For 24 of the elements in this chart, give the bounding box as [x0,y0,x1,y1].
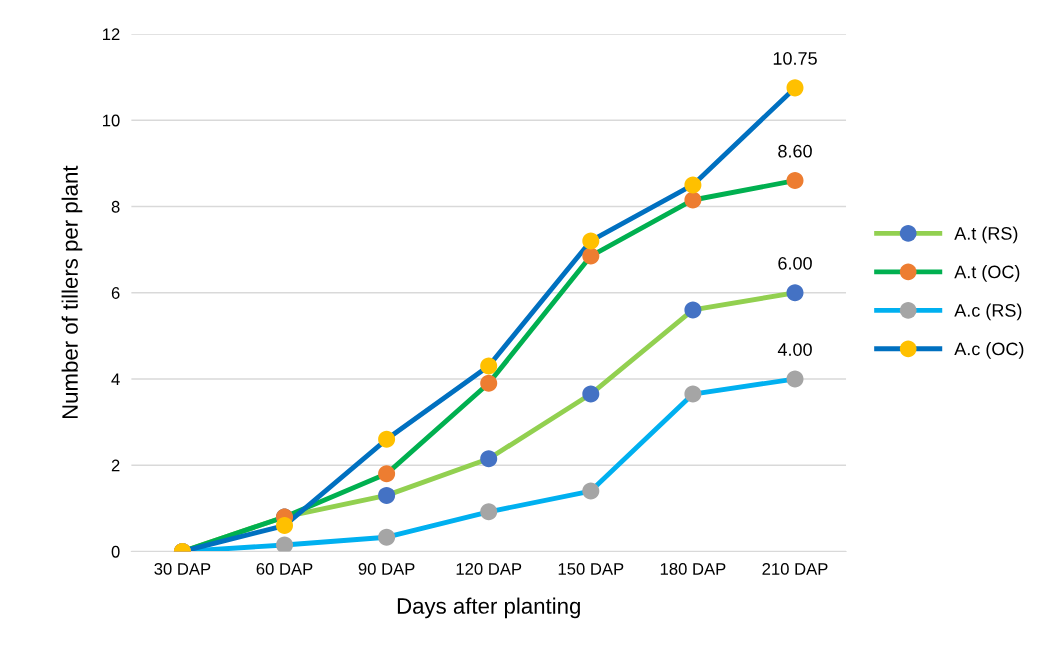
y-tick-label: 8 [111,200,120,213]
data-label: 8.60 [778,144,812,158]
x-tick-label: 210 DAP [762,563,828,575]
data-label: 6.00 [778,256,812,270]
x-tick-label: 90 DAP [358,563,415,575]
y-tick-label: 12 [103,28,120,41]
y-axis-title: Number of tillers per plant [61,165,83,419]
x-tick-label: 120 DAP [456,563,522,575]
y-tick-label: 2 [111,459,120,472]
x-tick-label: 30 DAP [154,563,211,575]
legend-label: A.c (RS) [954,303,1022,321]
y-tick-label: 10 [103,114,120,127]
data-label: 4.00 [777,343,812,356]
x-tick-label: 60 DAP [256,563,313,575]
legend-label: A.t (OC) [954,265,1020,282]
y-tick-label: 6 [111,287,120,299]
legend-label: A.t (RS) [954,226,1018,244]
x-tick-label: 180 DAP [660,563,726,575]
data-label: 10.75 [773,52,817,65]
legend-label: A.c (OC) [954,342,1024,359]
x-tick-label: 150 DAP [558,563,624,575]
x-axis-title: Days after planting [397,597,580,619]
y-tick-label: 0 [111,545,120,558]
y-tick-label: 4 [111,373,120,385]
